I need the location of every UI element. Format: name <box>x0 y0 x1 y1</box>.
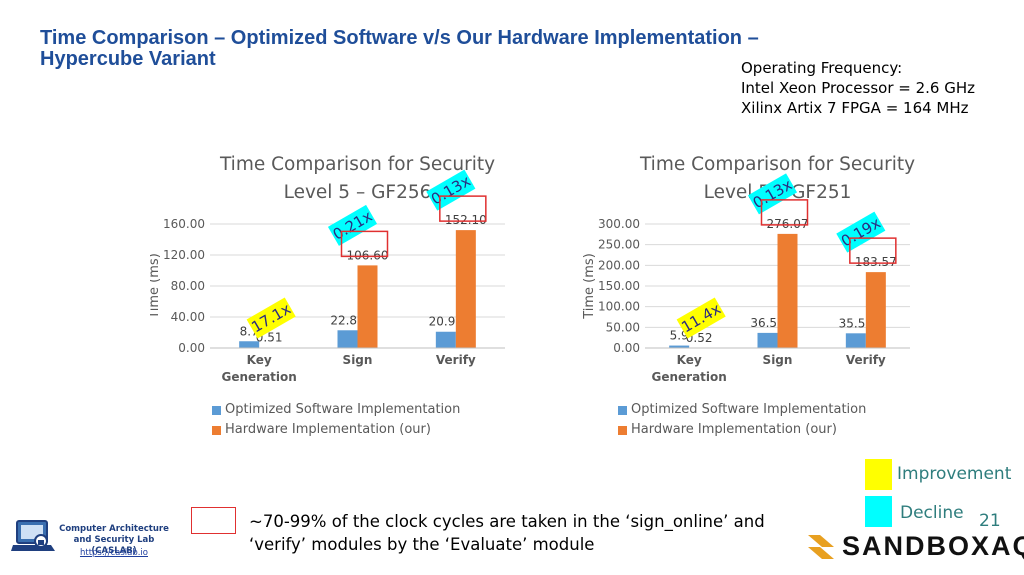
legend-swatch <box>212 405 221 415</box>
legend-swatch <box>618 405 627 415</box>
y-tick-label: 100.00 <box>598 300 640 314</box>
brand-name: SANDBOXAQ <box>842 531 1024 561</box>
category-label: Verify <box>436 353 476 367</box>
bar <box>669 345 690 348</box>
improvement-label: Improvement <box>897 464 1012 484</box>
speedup-badge-text: 0.13x <box>428 172 474 209</box>
category-label: Sign <box>763 353 793 367</box>
lab-name-line: and Security Lab (CASLAB) <box>73 535 155 556</box>
data-label: 35.53 <box>839 316 873 330</box>
legend-label: Optimized Software Implementation <box>225 402 461 417</box>
category-label: Generation <box>222 370 297 384</box>
highlight-box <box>340 230 389 258</box>
y-tick-label: 0.00 <box>613 341 640 355</box>
bar <box>757 332 778 348</box>
bar <box>865 272 886 348</box>
speedup-badge: 0.19x <box>836 211 886 253</box>
note-text: ~70-99% of the clock cycles are taken in… <box>249 512 765 554</box>
speedup-badge-bg <box>836 211 886 253</box>
highlight-box <box>760 199 809 226</box>
legend-swatch <box>618 425 627 435</box>
slide-title: Time Comparison – Optimized Software v/s… <box>40 27 759 70</box>
data-label: 276.07 <box>767 217 809 231</box>
legend-swatch <box>212 425 221 435</box>
chart-title-line: Time Comparison for Security <box>219 154 495 175</box>
y-axis-label: Time (ms) <box>150 253 162 320</box>
data-label: 183.57 <box>855 255 897 269</box>
data-label: 152.10 <box>445 213 487 227</box>
legend-item: Hardware Implementation (our) <box>618 420 866 440</box>
legend-item: Optimized Software Implementation <box>212 400 460 420</box>
freq-line: Operating Frequency: <box>741 59 903 77</box>
speedup-badge-bg <box>747 173 798 215</box>
chart-gf256: Time Comparison for Security Level 5 – GF… <box>150 154 505 384</box>
highlight-box <box>439 195 487 222</box>
bar <box>357 265 378 348</box>
y-tick-label: 40.00 <box>171 310 205 324</box>
data-label: 36.56 <box>750 316 784 330</box>
lab-url-link[interactable]: https://caslab.io <box>79 548 148 558</box>
y-tick-label: 250.00 <box>598 238 640 252</box>
y-tick-label: 120.00 <box>163 248 205 262</box>
category-label: Key <box>677 353 702 367</box>
legend-label: Optimized Software Implementation <box>631 402 867 417</box>
y-axis-label: Time (ms) <box>582 253 597 320</box>
speedup-badge-bg <box>676 297 726 339</box>
data-label: 22.86 <box>330 313 364 327</box>
legend-item: Optimized Software Implementation <box>618 400 866 420</box>
bar <box>239 341 260 348</box>
category-label: Sign <box>343 353 373 367</box>
y-tick-label: 300.00 <box>598 217 640 231</box>
chart-title-line: Level 5 – GF256 <box>284 182 432 203</box>
y-tick-label: 200.00 <box>598 258 640 272</box>
freq-line: Xilinx Artix 7 FPGA = 164 MHz <box>741 99 969 117</box>
category-label: Generation <box>652 370 727 384</box>
bar <box>845 333 866 348</box>
y-tick-label: 160.00 <box>163 217 205 231</box>
y-tick-label: 80.00 <box>171 279 205 293</box>
data-label: 106.60 <box>347 248 389 262</box>
speedup-badge-bg <box>327 204 378 246</box>
operating-frequency: Operating Frequency: Intel Xeon Processo… <box>741 58 975 118</box>
bar <box>777 233 798 348</box>
highlight-box-legend <box>191 507 236 534</box>
decline-label: Decline <box>900 503 964 523</box>
speedup-badge: 0.13x <box>747 173 798 215</box>
decline-swatch <box>865 496 892 527</box>
bar <box>455 230 476 348</box>
bar <box>337 330 358 348</box>
legend-label: Hardware Implementation (our) <box>225 422 431 437</box>
data-label: 20.98 <box>429 315 463 329</box>
legend-item: Hardware Implementation (our) <box>212 420 460 440</box>
chart-title-line: Time Comparison for Security <box>639 154 915 175</box>
speedup-badge-bg <box>246 297 296 339</box>
lab-name-line: Computer Architecture <box>59 524 169 534</box>
sandboxaq-logo-icon <box>808 534 834 559</box>
lab-name: Computer Architecture and Security Lab (… <box>58 524 170 557</box>
caslab-laptop-logo-icon <box>11 520 55 551</box>
category-label: Key <box>247 353 272 367</box>
category-label: Verify <box>846 353 886 367</box>
speedup-badge: 0.13x <box>426 169 476 211</box>
y-tick-label: 0.00 <box>178 341 205 355</box>
speedup-badge-bg <box>426 169 476 211</box>
legend-gf251: Optimized Software Implementation Hardwa… <box>618 400 866 440</box>
freq-line: Intel Xeon Processor = 2.6 GHz <box>741 79 976 97</box>
improvement-swatch <box>865 459 892 490</box>
speedup-badge-text: 0.21x <box>330 207 376 244</box>
y-tick-label: 150.00 <box>598 279 640 293</box>
sandboxaq-brand: SANDBOXAQ <box>806 531 1024 562</box>
highlight-box <box>849 237 897 264</box>
bar <box>435 331 456 348</box>
legend-label: Hardware Implementation (our) <box>631 422 837 437</box>
legend-gf256: Optimized Software Implementation Hardwa… <box>212 400 460 440</box>
speedup-badge-text: 0.13x <box>750 175 796 212</box>
speedup-badge: 0.21x <box>327 204 378 246</box>
page-number: 21 <box>979 511 1001 531</box>
y-tick-label: 50.00 <box>606 320 640 334</box>
